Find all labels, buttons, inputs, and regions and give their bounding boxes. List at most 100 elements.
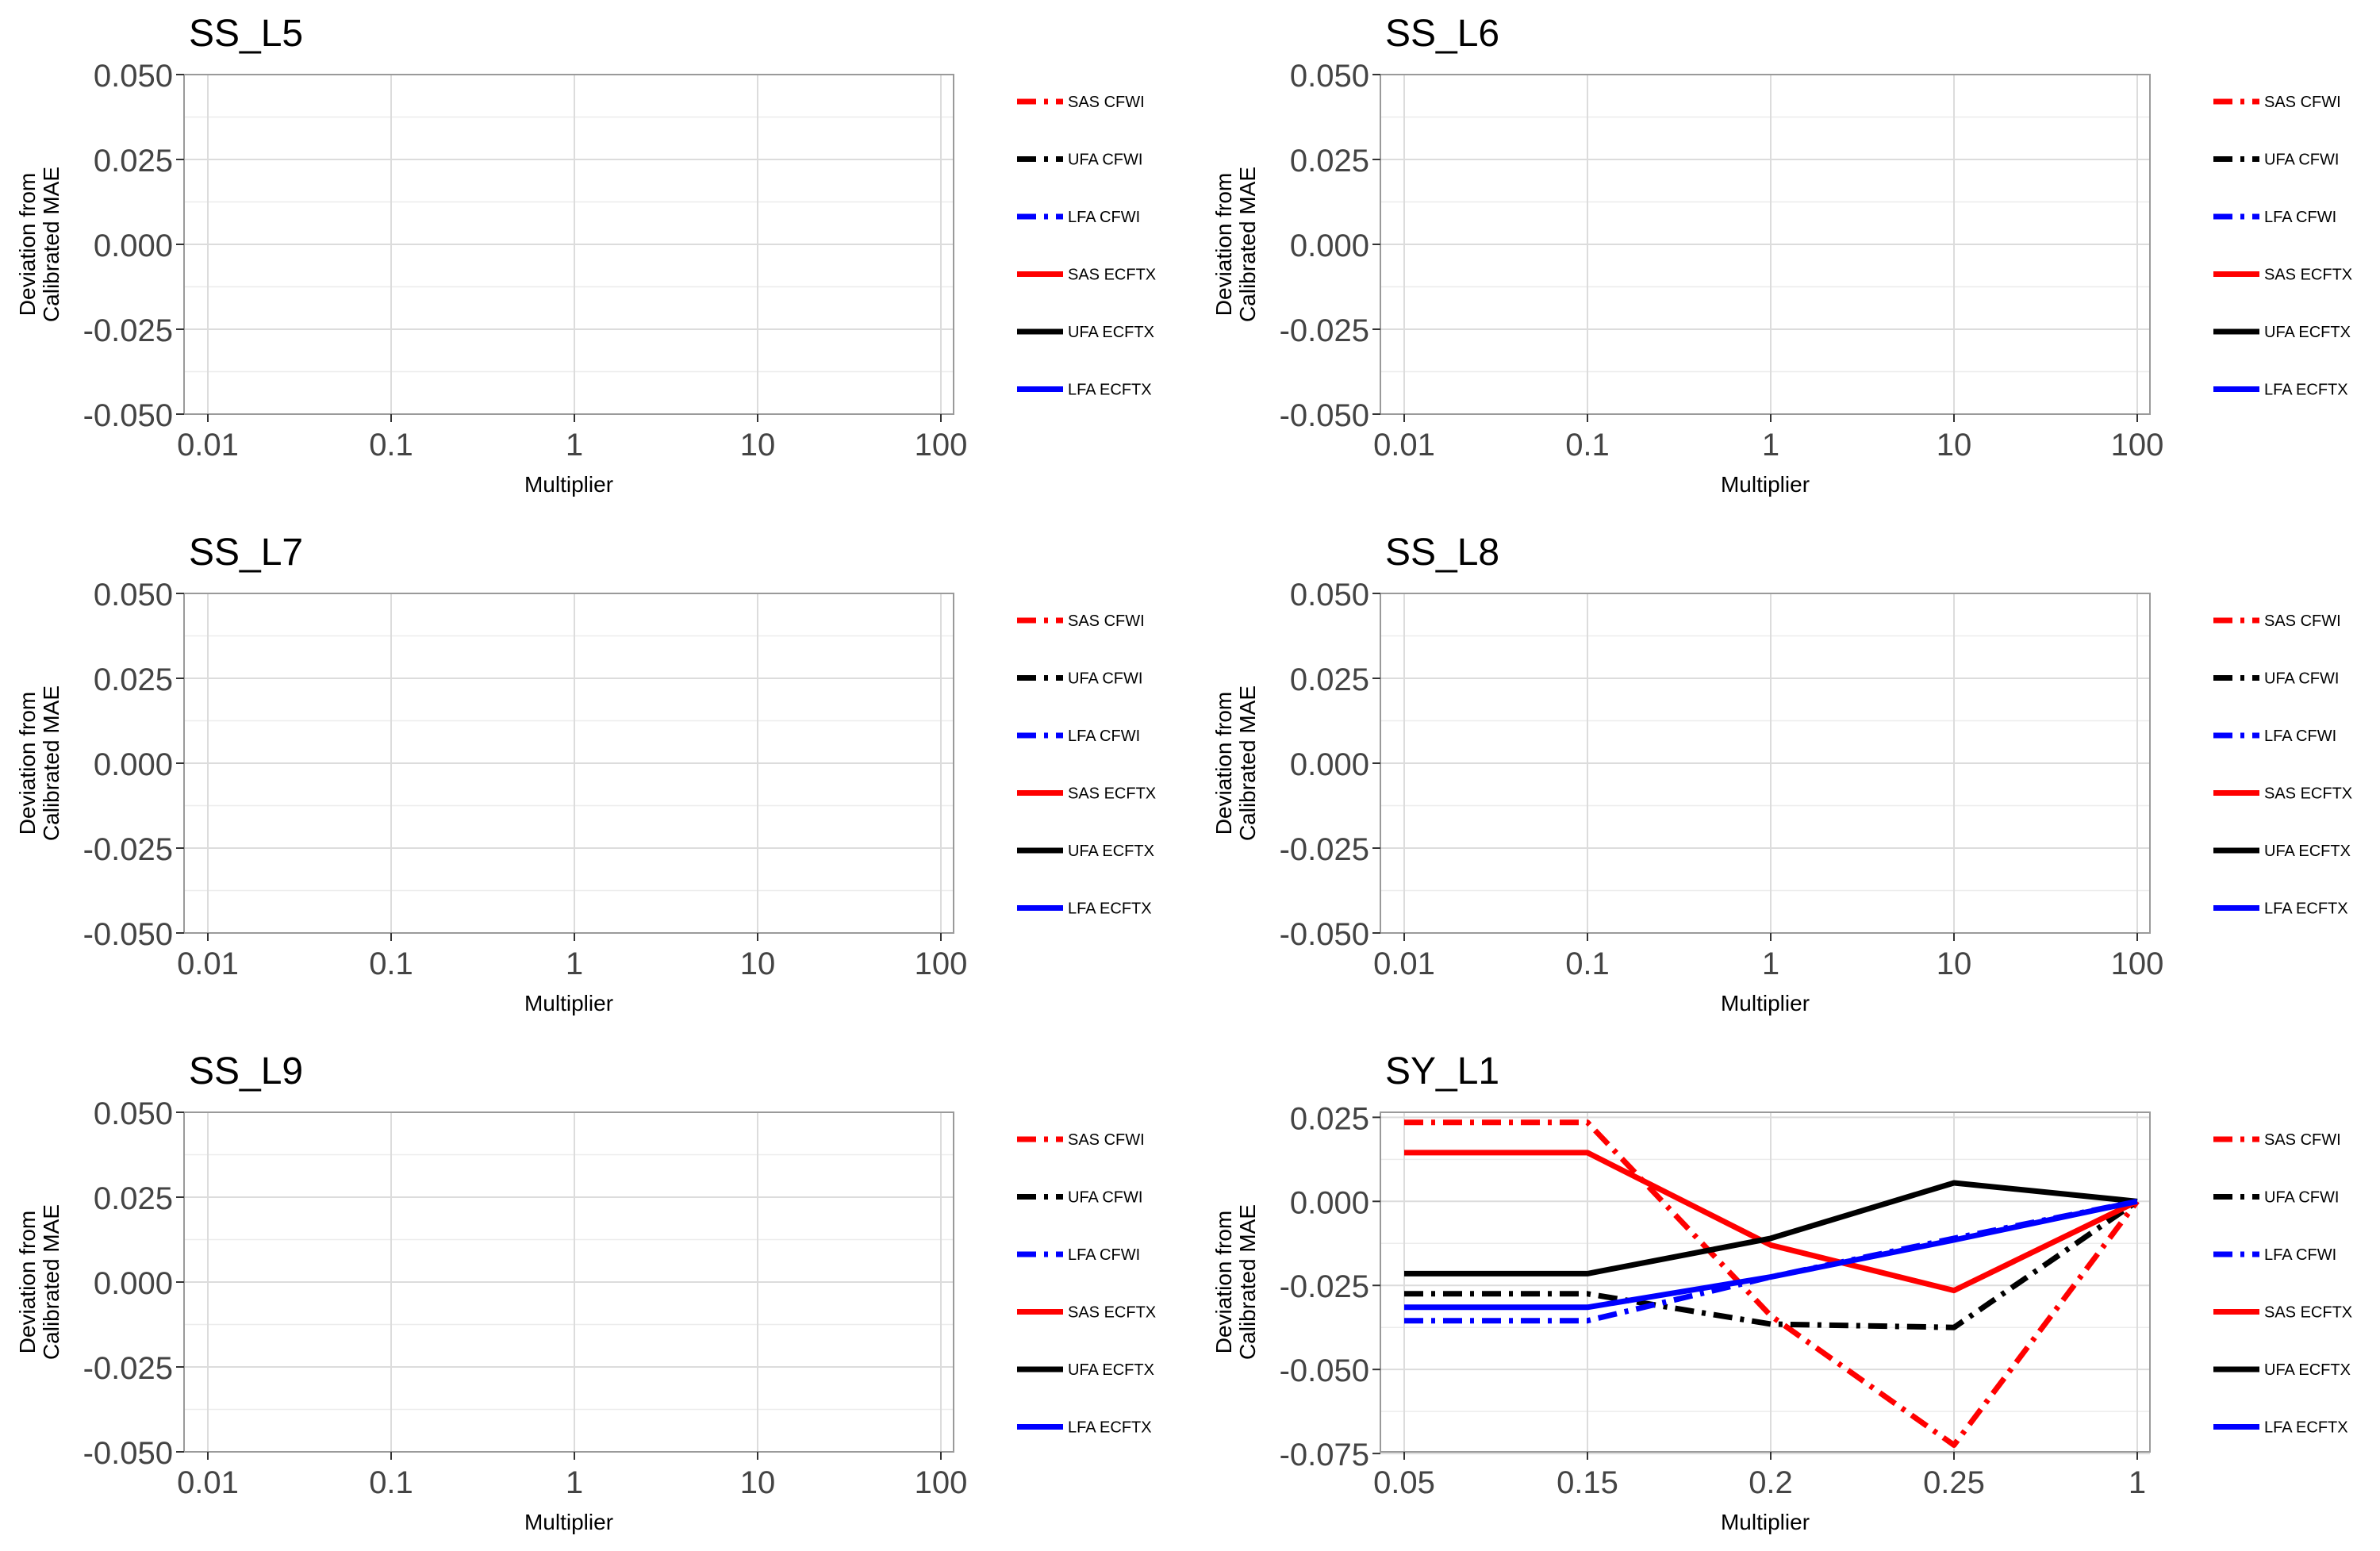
y-tick-label: -0.050 (1280, 1353, 1369, 1388)
x-axis-label: Multiplier (524, 472, 613, 497)
legend-label: UFA ECFTX (1068, 843, 1154, 860)
x-tick-label: 0.01 (177, 946, 239, 981)
legend-label: UFA ECFTX (1068, 1361, 1154, 1379)
y-tick-label: 0.025 (94, 662, 173, 697)
x-axis-label: Multiplier (1721, 1510, 1810, 1534)
legend-label: LFA ECFTX (2264, 1419, 2348, 1437)
x-axis-label: Multiplier (524, 991, 613, 1015)
x-tick-label: 10 (1937, 428, 1972, 463)
y-axis-label: Deviation from Calibrated MAE (1211, 685, 1260, 841)
x-tick-label: 0.05 (1373, 1465, 1435, 1500)
y-axis-label: Deviation from Calibrated MAE (15, 167, 63, 322)
series-line-sas-cfwi (1404, 1119, 2140, 1448)
legend-label: UFA CFWI (2264, 670, 2339, 688)
x-tick-label: 10 (740, 1465, 776, 1500)
y-tick-label: 0.025 (1290, 144, 1369, 179)
x-tick-label: 0.01 (177, 1465, 239, 1500)
panel-title: SS_L6 (1385, 13, 1499, 55)
x-tick-label: 0.1 (1565, 428, 1610, 463)
legend-label: SAS CFWI (1068, 612, 1145, 630)
legend-label: UFA CFWI (1068, 1189, 1142, 1207)
legend-label: SAS CFWI (2264, 612, 2341, 630)
x-tick-label: 0.01 (177, 428, 239, 463)
x-tick-label: 0.2 (1749, 1465, 1793, 1500)
x-tick-label: 0.1 (369, 1465, 413, 1500)
y-tick-label: -0.050 (1280, 917, 1369, 952)
legend-label: SAS ECFTX (1068, 267, 1156, 284)
x-tick-label: 100 (915, 1465, 968, 1500)
panel-title: SS_L8 (1385, 532, 1499, 574)
x-tick-label: 1 (1762, 946, 1779, 981)
y-axis-label-line: Deviation from (1211, 1211, 1236, 1354)
y-tick-label: -0.025 (1280, 1269, 1369, 1304)
x-tick-label: 10 (740, 946, 776, 981)
x-tick-label: 1 (566, 428, 583, 463)
y-axis-label-line: Deviation from (1211, 692, 1236, 835)
y-tick-label: 0.000 (1290, 747, 1369, 782)
legend-label: SAS ECFTX (1068, 1304, 1156, 1322)
y-axis-label-line: Deviation from (15, 173, 40, 317)
panel-title: SS_L5 (189, 13, 303, 55)
legend-label: LFA ECFTX (2264, 900, 2348, 918)
x-axis-label: Multiplier (1721, 991, 1810, 1015)
x-tick-label: 1 (566, 1465, 583, 1500)
y-tick-label: -0.025 (83, 313, 173, 348)
y-tick-label: -0.050 (83, 398, 173, 433)
y-tick-label: -0.025 (1280, 313, 1369, 348)
y-tick-label: -0.050 (83, 1436, 173, 1471)
x-tick-label: 10 (740, 428, 776, 463)
y-tick-label: -0.025 (1280, 832, 1369, 867)
y-tick-label: 0.050 (94, 578, 173, 612)
y-tick-label: -0.025 (83, 832, 173, 867)
x-axis-label: Multiplier (524, 1510, 613, 1534)
legend-label: LFA ECFTX (1068, 1419, 1152, 1437)
legend-label: LFA CFWI (1068, 728, 1140, 745)
y-axis-label-line: Calibrated MAE (39, 167, 63, 322)
y-tick-label: 0.000 (94, 1266, 173, 1301)
legend-label: UFA ECFTX (2264, 843, 2351, 860)
legend-label: SAS ECFTX (2264, 1304, 2352, 1322)
legend-label: UFA CFWI (2264, 152, 2339, 169)
legend-label: LFA CFWI (1068, 209, 1140, 226)
panel-title: SS_L7 (189, 532, 303, 574)
y-tick-label: -0.025 (83, 1351, 173, 1386)
y-tick-label: 0.050 (94, 1096, 173, 1131)
y-axis-label-line: Deviation from (15, 1211, 40, 1354)
legend-label: SAS CFWI (2264, 1131, 2341, 1149)
x-tick-label: 0.01 (1373, 946, 1435, 981)
series-line-lfa-ecftx (1404, 1198, 2138, 1311)
legend-label: UFA ECFTX (1068, 324, 1154, 341)
y-axis-label-line: Deviation from (1211, 173, 1236, 317)
legend-label: LFA ECFTX (1068, 382, 1152, 399)
x-tick-label: 0.1 (1565, 946, 1610, 981)
legend-label: SAS ECFTX (2264, 267, 2352, 284)
legend-label: SAS CFWI (1068, 1131, 1145, 1149)
panel-title: SS_L9 (189, 1050, 303, 1092)
y-axis-label: Deviation from Calibrated MAE (15, 1204, 63, 1360)
legend-label: UFA CFWI (1068, 670, 1142, 688)
legend-label: SAS ECFTX (2264, 785, 2352, 803)
x-tick-label: 100 (915, 428, 968, 463)
y-axis-label-line: Calibrated MAE (39, 1204, 63, 1360)
y-axis-label-line: Calibrated MAE (1235, 685, 1260, 841)
legend-label: SAS CFWI (1068, 94, 1145, 111)
y-axis-label-line: Calibrated MAE (39, 685, 63, 841)
x-tick-label: 1 (1762, 428, 1779, 463)
legend-label: LFA CFWI (2264, 209, 2336, 226)
legend-label: UFA ECFTX (2264, 1361, 2351, 1379)
x-tick-label: 0.25 (1923, 1465, 1985, 1500)
series-line-ufa-ecftx (1404, 1180, 2138, 1277)
panel-title: SY_L1 (1385, 1050, 1499, 1092)
x-tick-label: 1 (2129, 1465, 2146, 1500)
legend-label: LFA ECFTX (1068, 900, 1152, 918)
y-axis-label: Deviation from Calibrated MAE (1211, 167, 1260, 322)
legend-label: UFA CFWI (2264, 1189, 2339, 1207)
y-tick-label: 0.050 (1290, 59, 1369, 94)
y-tick-label: -0.075 (1280, 1438, 1369, 1472)
x-tick-label: 100 (2111, 946, 2164, 981)
